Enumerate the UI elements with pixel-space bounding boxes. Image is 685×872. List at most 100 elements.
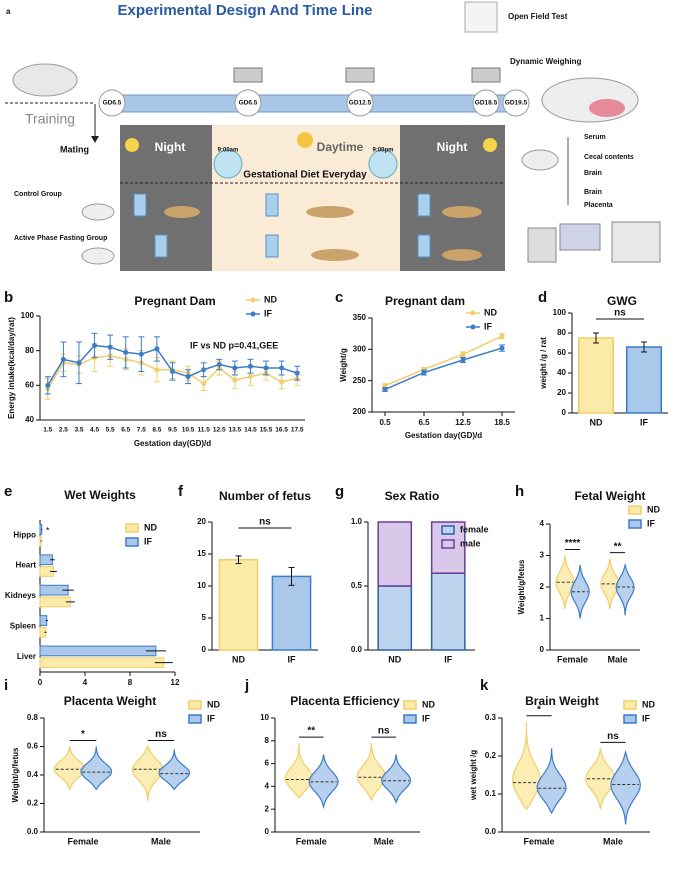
legend-label: IF (264, 308, 273, 318)
point (154, 346, 160, 352)
time-label: 9:00pm (372, 148, 393, 154)
legend-label: IF (484, 321, 493, 331)
x-tick-label: 12.5 (213, 427, 226, 434)
panel-letter: k (480, 677, 489, 694)
panel-letter: b (4, 289, 13, 306)
violin (80, 746, 113, 791)
y-tick-label: 10 (260, 713, 269, 722)
point (216, 362, 222, 368)
mating-label: Mating (60, 144, 89, 154)
x-tick-label: Male (374, 836, 394, 846)
x-tick-label: Male (603, 836, 623, 846)
legend-label: ND (264, 294, 277, 304)
y-tick-label: 0.0 (351, 645, 363, 654)
food (164, 206, 200, 218)
phase-label: Night (155, 140, 186, 154)
x-tick-label: 7.5 (137, 427, 146, 434)
significance-label: ns (614, 308, 626, 319)
scale-icon (471, 67, 501, 83)
chart-title: Number of fetus (219, 489, 311, 503)
x-tick-label: 17.5 (291, 427, 304, 434)
point (232, 377, 238, 383)
point (154, 367, 160, 373)
x-tick-label: 0 (38, 678, 43, 687)
x-tick-label: 2.5 (59, 427, 68, 434)
point (201, 367, 207, 373)
x-tick-label: 4.5 (90, 427, 99, 434)
legend-label: female (460, 524, 489, 534)
day-box (212, 125, 400, 271)
chart-title: Pregnant dam (385, 294, 465, 308)
point (247, 363, 253, 369)
legend-swatch (623, 700, 637, 710)
legend-swatch (125, 523, 139, 533)
violin (615, 562, 635, 616)
equipment (611, 221, 661, 263)
point (382, 383, 388, 389)
x-tick-label: 5.5 (106, 427, 115, 434)
x-tick-label: 8 (128, 678, 133, 687)
bar-segment (377, 521, 413, 587)
y-tick-label: Liver (17, 652, 36, 661)
chart-title: Fetal Weight (574, 489, 645, 503)
y-tick-label: 2 (265, 804, 270, 813)
clock (213, 149, 243, 179)
violin (284, 743, 314, 799)
y-axis-label: Weight/g/fetus (11, 747, 20, 803)
scale-icon (345, 67, 375, 83)
food-icons (164, 206, 482, 261)
violin (570, 564, 590, 619)
x-tick-label: ND (232, 654, 245, 664)
bar (39, 596, 71, 608)
significance-label: **** (565, 538, 581, 549)
y-tick-label: Hippo (13, 530, 36, 539)
equipment (527, 227, 557, 263)
x-tick-label: Female (296, 836, 327, 846)
x-tick-label: IF (288, 654, 297, 664)
x-tick-label: 6.5 (121, 427, 130, 434)
legend-label: ND (422, 699, 435, 709)
node (234, 89, 262, 117)
timeline-bar (111, 94, 508, 113)
node (502, 89, 530, 117)
panel-letter: f (178, 483, 184, 500)
x-tick-label: 4 (83, 678, 88, 687)
y-tick-label: 60 (557, 348, 566, 357)
arrow-head (91, 136, 99, 143)
x-tick-label: 11.5 (198, 427, 211, 434)
node (472, 89, 500, 117)
x-tick-label: 3.5 (74, 427, 83, 434)
x-tick-label: 18.5 (494, 418, 510, 427)
violin (53, 746, 86, 791)
chart-title: Brain Weight (525, 694, 599, 708)
open-field-icon (464, 1, 498, 33)
y-tick-label: 6 (265, 759, 270, 768)
y-tick-label: 350 (353, 313, 367, 322)
x-axis-label: Gestation day(GD)/d (405, 431, 482, 440)
chart-title: GWG (607, 294, 637, 308)
point (460, 357, 466, 363)
legend-dot (250, 311, 256, 317)
legend-label: ND (642, 699, 655, 709)
x-tick-label: Female (557, 654, 588, 664)
bar (577, 337, 615, 414)
panel-letter: h (515, 483, 524, 500)
y-axis-label: weight /g / rat (539, 337, 548, 390)
y-tick-label: 40 (25, 415, 34, 424)
node-label: GD19.5 (505, 100, 528, 107)
timeline-nodes: GD6.5 GD6.5 GD12.5 GD18.5 GD19.5 (98, 89, 530, 117)
y-tick-label: 10 (197, 581, 206, 590)
y-tick-label: Kidneys (5, 591, 37, 600)
group-label: Active Phase Fasting Group (14, 235, 107, 242)
y-tick-label: 0.0 (27, 827, 39, 836)
clock (368, 149, 398, 179)
x-tick-label: Female (67, 836, 98, 846)
x-tick-label: 16.5 (275, 427, 288, 434)
y-axis-label: Energy intake(kcal/day/rat) (7, 317, 16, 419)
point (421, 370, 427, 376)
diet-label: Gestational Diet Everyday (243, 170, 367, 181)
moon (483, 138, 497, 152)
legend-swatch (188, 700, 202, 710)
rat-icon (541, 77, 639, 123)
